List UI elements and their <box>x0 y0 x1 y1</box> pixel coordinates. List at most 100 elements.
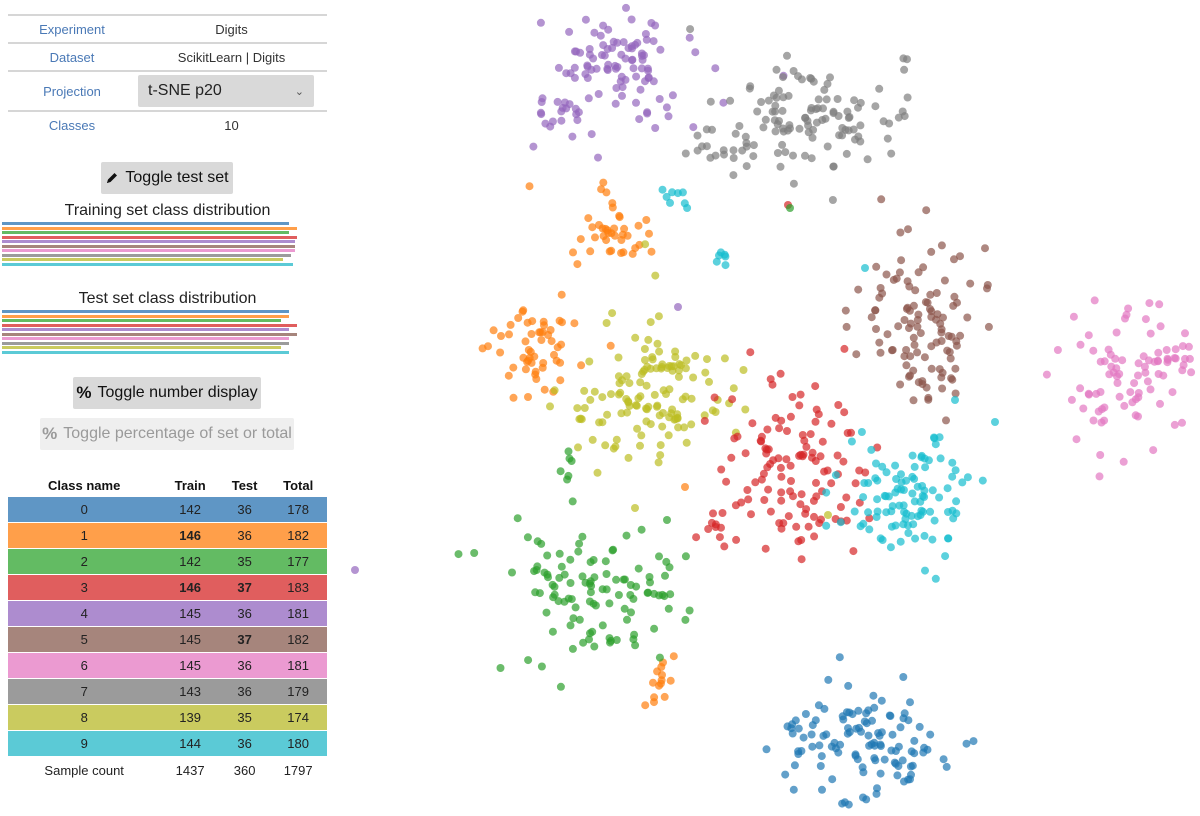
scatter-point <box>1115 370 1124 378</box>
experiment-label: Experiment <box>8 14 136 43</box>
experiment-info-table: Experiment Digits Dataset ScikitLearn | … <box>8 14 327 138</box>
scatter-point <box>937 325 946 334</box>
scatter-point <box>949 514 958 523</box>
scatter-point <box>930 516 939 525</box>
scatter-point <box>926 290 935 299</box>
scatter-point <box>927 364 936 373</box>
scatter-point <box>614 591 623 599</box>
scatter-point <box>574 443 582 452</box>
scatter-point <box>674 372 683 381</box>
scatter-point <box>623 408 632 417</box>
scatter-point <box>702 142 711 151</box>
scatter-point <box>877 195 886 204</box>
test-count-cell: 36 <box>219 730 270 756</box>
scatter-point <box>842 322 851 331</box>
distribution-bar <box>2 222 289 225</box>
scatter-point <box>840 344 849 353</box>
scatter-point <box>921 298 930 307</box>
scatter-point <box>571 104 580 113</box>
scatter-point <box>1178 418 1186 427</box>
table-row[interactable]: 8 139 35 174 <box>8 704 327 731</box>
scatter-point <box>576 414 585 423</box>
scatter-point <box>655 347 664 356</box>
scatter-point <box>1141 315 1150 324</box>
scatter-point <box>655 552 663 561</box>
distribution-bar <box>2 332 297 336</box>
total-count-cell: 178 <box>269 496 327 523</box>
scatter-point <box>663 516 671 524</box>
scatter-point <box>776 463 785 472</box>
table-row[interactable]: 2 142 35 177 <box>8 548 327 575</box>
scatter-point <box>518 307 527 316</box>
scatter-point <box>602 319 611 327</box>
scatter-point <box>555 316 564 325</box>
scatter-point <box>900 352 909 361</box>
scatter-point <box>653 401 662 410</box>
tsne-scatter-plot[interactable] <box>335 0 1200 816</box>
scatter-point <box>778 106 787 115</box>
table-row[interactable]: 3 146 37 183 <box>8 574 327 601</box>
scatter-point <box>836 518 845 527</box>
scatter-point <box>454 550 463 559</box>
scatter-point <box>720 150 728 159</box>
scatter-point <box>951 466 960 475</box>
toggle-percentage-button[interactable]: % Toggle percentage of set or total <box>40 418 294 450</box>
scatter-point <box>1178 342 1187 351</box>
scatter-point <box>719 98 728 107</box>
scatter-point <box>557 116 566 125</box>
scatter-point <box>966 279 975 288</box>
scatter-point <box>703 355 711 364</box>
scatter-point <box>905 324 913 333</box>
scatter-point <box>834 112 843 120</box>
scatter-point <box>759 123 768 132</box>
scatter-point <box>489 326 498 335</box>
scatter-point <box>546 402 554 411</box>
scatter-point <box>920 493 929 501</box>
scatter-point <box>939 313 947 322</box>
table-row[interactable]: 9 144 36 180 <box>8 730 327 756</box>
table-row[interactable]: 4 145 36 181 <box>8 600 327 627</box>
table-row[interactable]: 1 146 36 182 <box>8 522 327 549</box>
scatter-point <box>935 365 944 374</box>
toggle-number-display-button[interactable]: % Toggle number display <box>73 377 261 409</box>
scatter-point <box>618 91 626 100</box>
scatter-point <box>651 21 660 30</box>
class-name-cell: 9 <box>8 730 161 756</box>
table-row[interactable]: 5 145 37 182 <box>8 626 327 653</box>
scatter-point <box>1124 304 1133 313</box>
scatter-point <box>602 570 611 578</box>
projection-label: Projection <box>8 70 136 111</box>
scatter-point <box>674 423 683 432</box>
scatter-point <box>678 395 687 404</box>
scatter-point <box>903 277 912 286</box>
scatter-point <box>761 544 770 553</box>
scatter-point <box>674 303 682 311</box>
scatter-point <box>944 534 952 543</box>
scatter-point <box>580 386 589 395</box>
table-row[interactable]: 6 145 36 181 <box>8 652 327 679</box>
scatter-point <box>891 461 900 470</box>
toggle-test-set-button[interactable]: Toggle test set <box>101 162 233 194</box>
scatter-point <box>956 331 965 340</box>
scatter-point <box>759 469 768 478</box>
scatter-point <box>691 48 700 57</box>
header-train: Train <box>174 477 206 493</box>
scatter-point <box>903 55 911 64</box>
table-row[interactable]: 0 142 36 178 <box>8 496 327 523</box>
scatter-point <box>616 388 625 397</box>
scatter-point <box>924 393 933 402</box>
scatter-point <box>654 312 663 321</box>
scatter-point <box>675 360 684 369</box>
class-name-cell: 5 <box>8 626 161 653</box>
scatter-point <box>570 319 579 328</box>
test-count-cell: 36 <box>219 496 270 523</box>
scatter-point <box>914 378 923 387</box>
scatter-point <box>685 33 694 42</box>
scatter-point <box>839 457 848 466</box>
scatter-point <box>814 701 823 710</box>
scatter-point <box>835 653 844 662</box>
table-row[interactable]: 7 143 36 179 <box>8 678 327 705</box>
projection-select[interactable]: t-SNE p20 ⌄ <box>138 75 314 107</box>
scatter-point <box>637 525 646 534</box>
scatter-point <box>808 742 817 751</box>
